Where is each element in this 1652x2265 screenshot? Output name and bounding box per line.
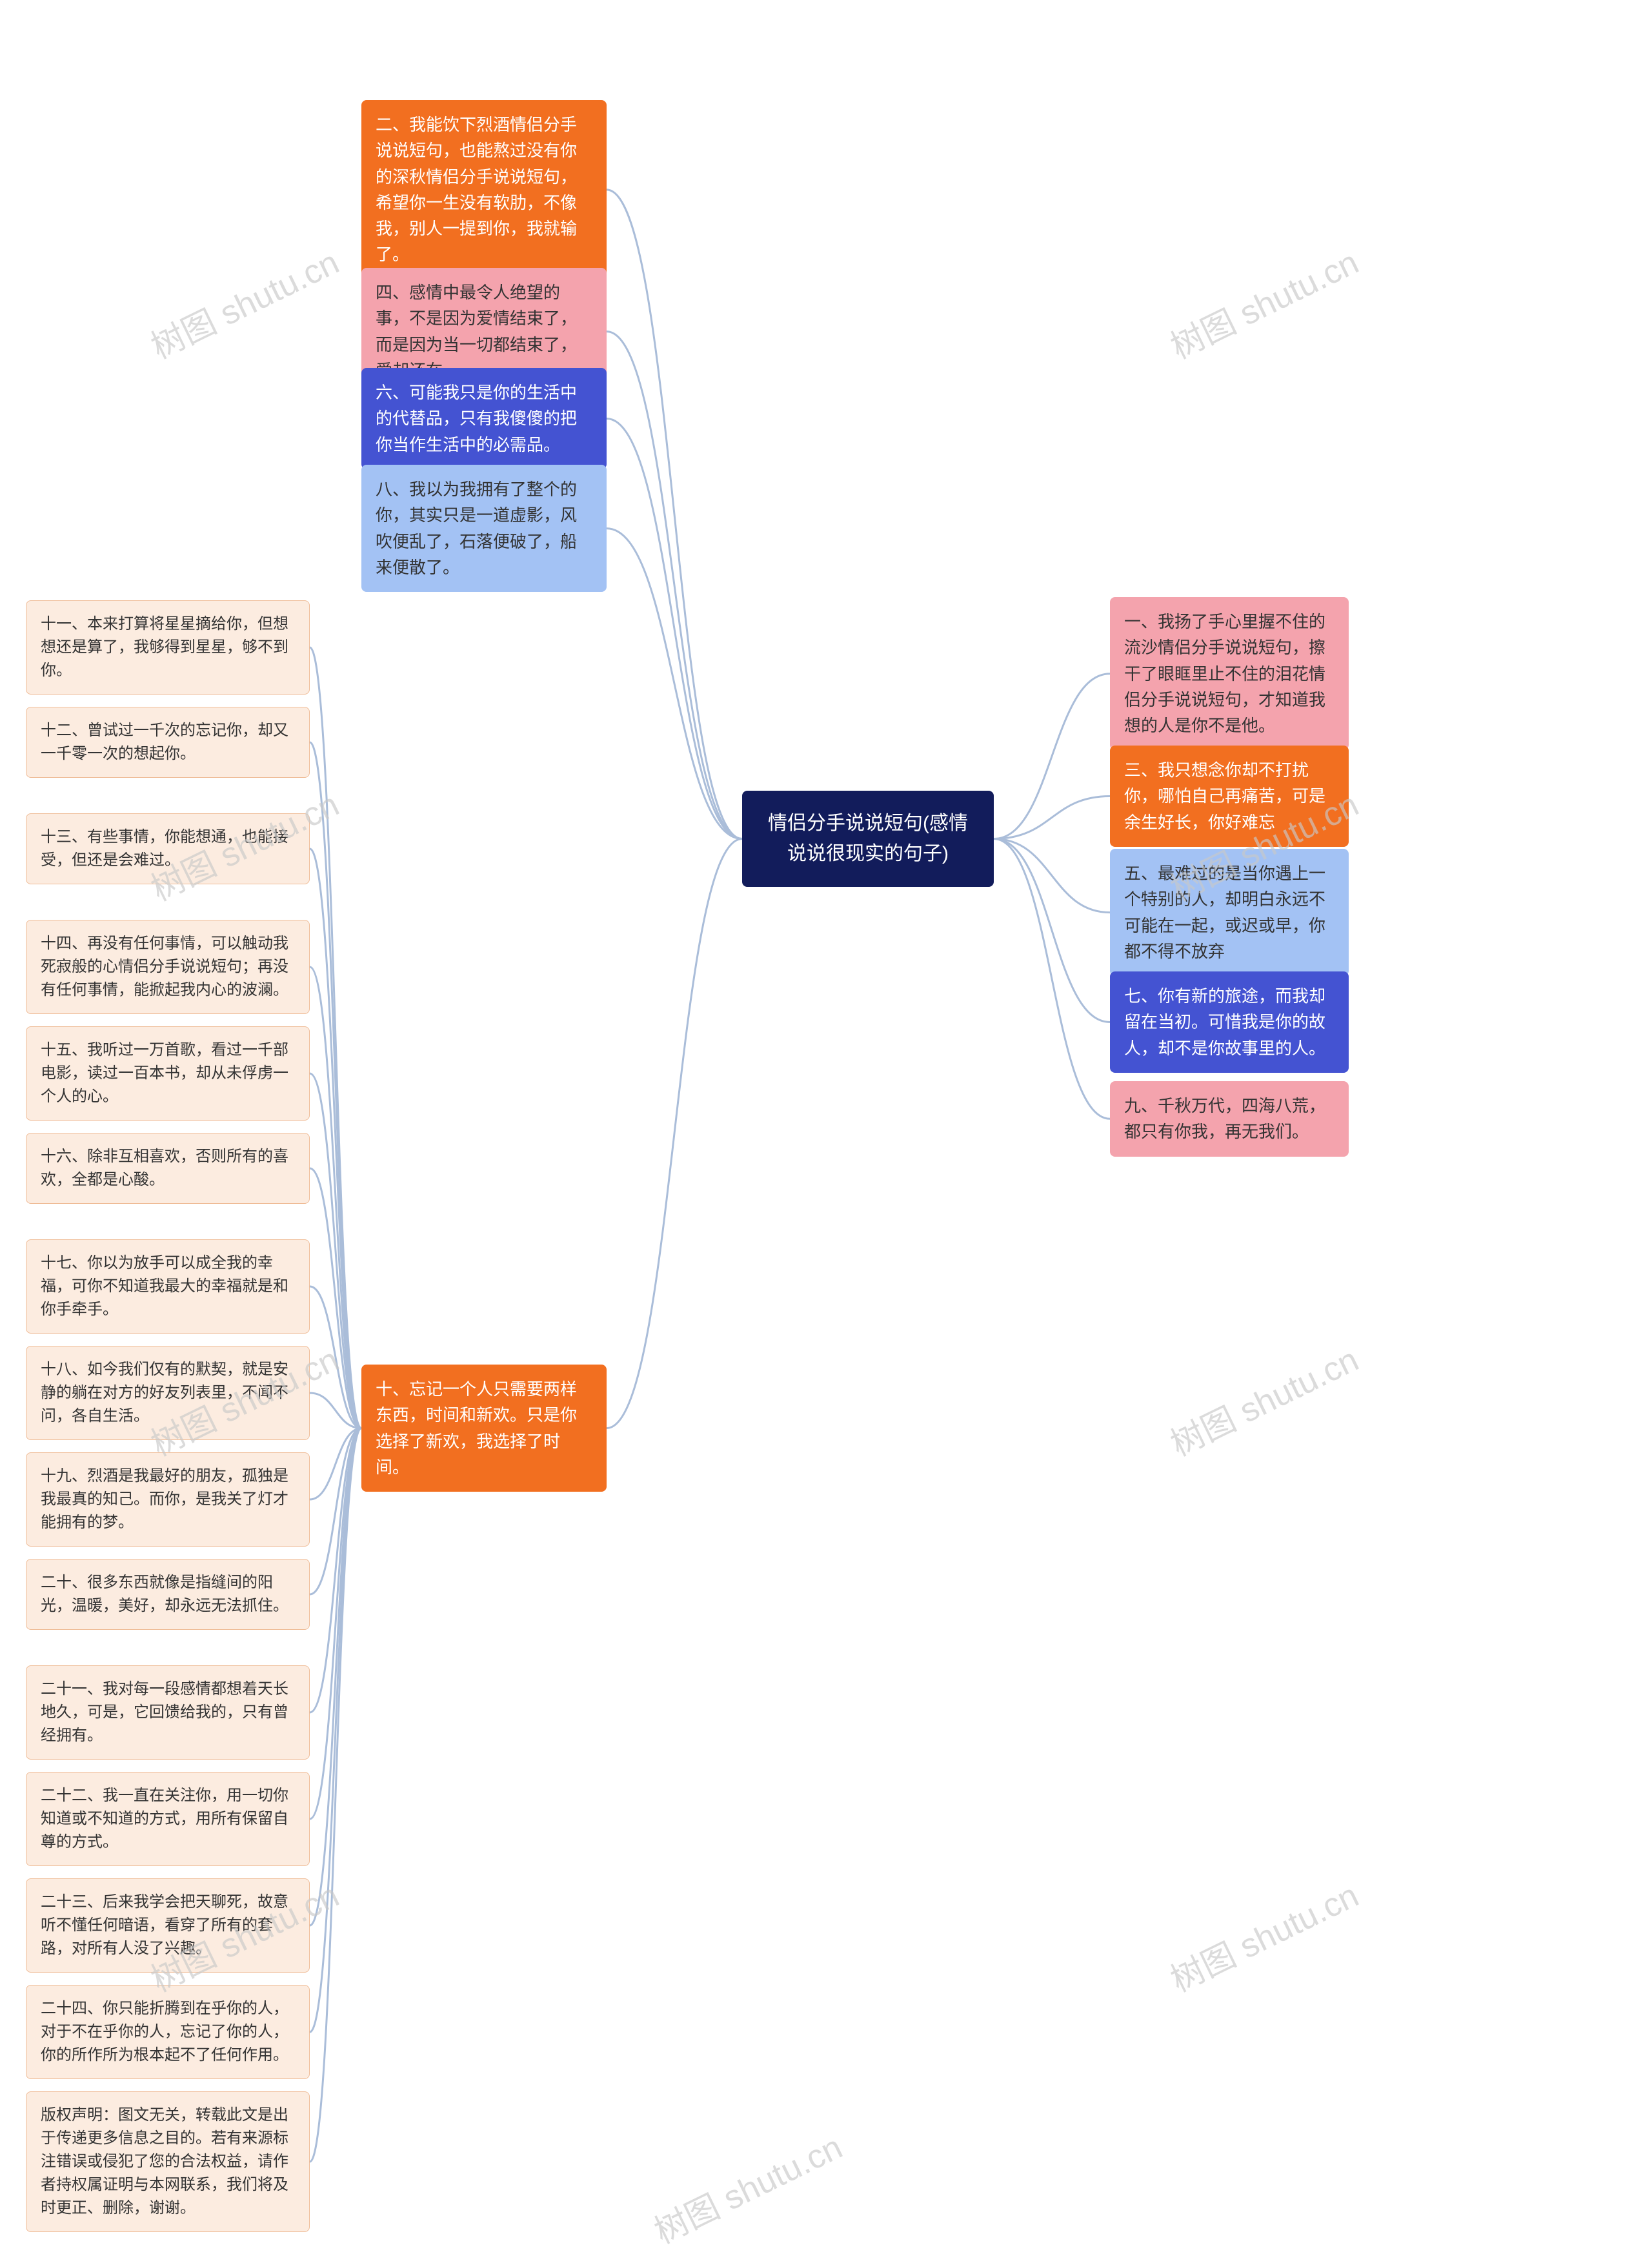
mindmap-node: 九、千秋万代，四海八荒，都只有你我，再无我们。 bbox=[1110, 1081, 1349, 1157]
mindmap-node: 五、最难过的是当你遇上一个特别的人，却明白永远不可能在一起，或迟或早，你都不得不… bbox=[1110, 849, 1349, 976]
node-text: 二十四、你只能折腾到在乎你的人，对于不在乎你的人，忘记了你的人，你的所作所为根本… bbox=[41, 2000, 288, 2064]
node-text: 一、我扬了手心里握不住的流沙情侣分手说说短句，擦干了眼眶里止不住的泪花情侣分手说… bbox=[1124, 612, 1325, 735]
mindmap-node: 情侣分手说说短句(感情说说很现实的句子) bbox=[742, 791, 994, 887]
mindmap-node: 十四、再没有任何事情，可以触动我死寂般的心情侣分手说说短句；再没有任何事情，能掀… bbox=[26, 920, 310, 1014]
mindmap-node: 八、我以为我拥有了整个的你，其实只是一道虚影，风吹便乱了，石落便破了，船来便散了… bbox=[361, 465, 607, 592]
mindmap-node: 十九、烈酒是我最好的朋友，孤独是我最真的知己。而你，是我关了灯才能拥有的梦。 bbox=[26, 1452, 310, 1547]
watermark: 树图 shutu.cn bbox=[1162, 1869, 1365, 2002]
watermark: 树图 shutu.cn bbox=[142, 236, 346, 369]
watermark: 树图 shutu.cn bbox=[645, 2120, 849, 2253]
mindmap-node: 十、忘记一个人只需要两样东西，时间和新欢。只是你选择了新欢，我选择了时间。 bbox=[361, 1365, 607, 1492]
mindmap-node: 二、我能饮下烈酒情侣分手说说短句，也能熬过没有你的深秋情侣分手说说短句，希望你一… bbox=[361, 100, 607, 279]
mindmap-node: 二十、很多东西就像是指缝间的阳光，温暖，美好，却永远无法抓住。 bbox=[26, 1559, 310, 1630]
node-text: 九、千秋万代，四海八荒，都只有你我，再无我们。 bbox=[1124, 1096, 1325, 1141]
mindmap-node: 三、我只想念你却不打扰你，哪怕自己再痛苦，可是余生好长，你好难忘 bbox=[1110, 746, 1349, 847]
node-text: 情侣分手说说短句(感情说说很现实的句子) bbox=[768, 813, 968, 864]
mindmap-node: 十八、如今我们仅有的默契，就是安静的躺在对方的好友列表里，不闻不问，各自生活。 bbox=[26, 1346, 310, 1440]
node-text: 五、最难过的是当你遇上一个特别的人，却明白永远不可能在一起，或迟或早，你都不得不… bbox=[1124, 864, 1325, 961]
mindmap-canvas: 情侣分手说说短句(感情说说很现实的句子) 一、我扬了手心里握不住的流沙情侣分手说说… bbox=[0, 0, 1652, 2265]
node-text: 十四、再没有任何事情，可以触动我死寂般的心情侣分手说说短句；再没有任何事情，能掀… bbox=[41, 935, 288, 999]
node-text: 十五、我听过一万首歌，看过一千部电影，读过一百本书，却从未俘虏一个人的心。 bbox=[41, 1041, 288, 1105]
node-text: 八、我以为我拥有了整个的你，其实只是一道虚影，风吹便乱了，石落便破了，船来便散了… bbox=[376, 480, 577, 577]
mindmap-node: 十三、有些事情，你能想通，也能接受，但还是会难过。 bbox=[26, 813, 310, 884]
node-text: 二十二、我一直在关注你，用一切你知道或不知道的方式，用所有保留自尊的方式。 bbox=[41, 1787, 288, 1851]
node-text: 十八、如今我们仅有的默契，就是安静的躺在对方的好友列表里，不闻不问，各自生活。 bbox=[41, 1361, 288, 1425]
node-text: 七、你有新的旅途，而我却留在当初。可惜我是你的故人，却不是你故事里的人。 bbox=[1124, 986, 1325, 1058]
node-text: 二、我能饮下烈酒情侣分手说说短句，也能熬过没有你的深秋情侣分手说说短句，希望你一… bbox=[376, 115, 577, 264]
node-text: 十六、除非互相喜欢，否则所有的喜欢，全都是心酸。 bbox=[41, 1148, 288, 1188]
mindmap-node: 七、你有新的旅途，而我却留在当初。可惜我是你的故人，却不是你故事里的人。 bbox=[1110, 971, 1349, 1073]
node-text: 十一、本来打算将星星摘给你，但想想还是算了，我够得到星星，够不到你。 bbox=[41, 615, 288, 679]
mindmap-node: 二十三、后来我学会把天聊死，故意听不懂任何暗语，看穿了所有的套路，对所有人没了兴… bbox=[26, 1878, 310, 1973]
mindmap-node: 六、可能我只是你的生活中的代替品，只有我傻傻的把你当作生活中的必需品。 bbox=[361, 368, 607, 469]
mindmap-node: 二十二、我一直在关注你，用一切你知道或不知道的方式，用所有保留自尊的方式。 bbox=[26, 1772, 310, 1866]
mindmap-node: 十二、曾试过一千次的忘记你，却又一千零一次的想起你。 bbox=[26, 707, 310, 778]
node-text: 二十、很多东西就像是指缝间的阳光，温暖，美好，却永远无法抓住。 bbox=[41, 1574, 288, 1614]
node-text: 十、忘记一个人只需要两样东西，时间和新欢。只是你选择了新欢，我选择了时间。 bbox=[376, 1379, 577, 1477]
mindmap-node: 一、我扬了手心里握不住的流沙情侣分手说说短句，擦干了眼眶里止不住的泪花情侣分手说… bbox=[1110, 597, 1349, 750]
node-text: 十三、有些事情，你能想通，也能接受，但还是会难过。 bbox=[41, 828, 288, 869]
node-text: 四、感情中最令人绝望的事，不是因为爱情结束了，而是因为当一切都结束了，爱却还在。 bbox=[376, 283, 577, 380]
node-text: 二十三、后来我学会把天聊死，故意听不懂任何暗语，看穿了所有的套路，对所有人没了兴… bbox=[41, 1893, 288, 1957]
mindmap-node: 十六、除非互相喜欢，否则所有的喜欢，全都是心酸。 bbox=[26, 1133, 310, 1204]
watermark: 树图 shutu.cn bbox=[1162, 1333, 1365, 1466]
mindmap-node: 十一、本来打算将星星摘给你，但想想还是算了，我够得到星星，够不到你。 bbox=[26, 600, 310, 695]
mindmap-node: 二十一、我对每一段感情都想着天长地久，可是，它回馈给我的，只有曾经拥有。 bbox=[26, 1665, 310, 1760]
node-text: 版权声明：图文无关，转载此文是出于传递更多信息之目的。若有来源标注错误或侵犯了您… bbox=[41, 2106, 288, 2217]
watermark: 树图 shutu.cn bbox=[1162, 236, 1365, 369]
mindmap-node: 十五、我听过一万首歌，看过一千部电影，读过一百本书，却从未俘虏一个人的心。 bbox=[26, 1026, 310, 1121]
node-text: 三、我只想念你却不打扰你，哪怕自己再痛苦，可是余生好长，你好难忘 bbox=[1124, 760, 1325, 832]
node-text: 十二、曾试过一千次的忘记你，却又一千零一次的想起你。 bbox=[41, 722, 288, 762]
node-text: 二十一、我对每一段感情都想着天长地久，可是，它回馈给我的，只有曾经拥有。 bbox=[41, 1680, 288, 1744]
node-text: 十七、你以为放手可以成全我的幸福，可你不知道我最大的幸福就是和你手牵手。 bbox=[41, 1254, 288, 1318]
mindmap-node: 二十四、你只能折腾到在乎你的人，对于不在乎你的人，忘记了你的人，你的所作所为根本… bbox=[26, 1985, 310, 2079]
mindmap-node: 十七、你以为放手可以成全我的幸福，可你不知道我最大的幸福就是和你手牵手。 bbox=[26, 1239, 310, 1334]
mindmap-node: 版权声明：图文无关，转载此文是出于传递更多信息之目的。若有来源标注错误或侵犯了您… bbox=[26, 2091, 310, 2232]
node-text: 十九、烈酒是我最好的朋友，孤独是我最真的知己。而你，是我关了灯才能拥有的梦。 bbox=[41, 1467, 288, 1531]
node-text: 六、可能我只是你的生活中的代替品，只有我傻傻的把你当作生活中的必需品。 bbox=[376, 383, 577, 454]
